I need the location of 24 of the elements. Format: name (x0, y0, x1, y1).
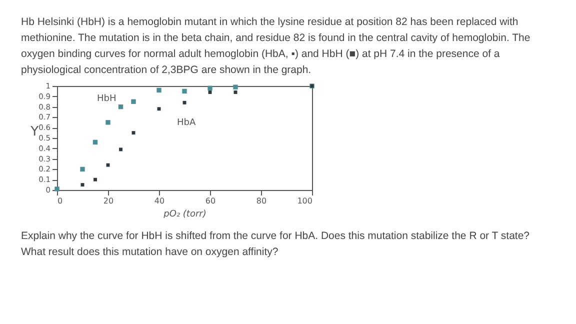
point (119, 148, 122, 152)
point (156, 88, 162, 93)
point (94, 178, 97, 182)
y-axis-title: Y (30, 124, 39, 140)
series-label: HbA (177, 118, 196, 128)
point (131, 99, 136, 104)
point (106, 120, 110, 125)
x-tick-label: 80 (256, 196, 267, 206)
chart-title: Hb Helsinki (HbH) is a hemoglobin mutant in which the lysine residue at position 82 has been replaced with methionine. The mutation is in the beta chain, and residue 82 is found in the central cavity of hemoglobin. The oxygen binding curves for normal adult hemoglobin (HbA, ▪) and HbH (■) at pH 7.4 in the presence of a physiological concentration of 2,3BPG are shown in the graph. (20, 15, 532, 78)
x-axis-title: pO₂ (torr) (162, 210, 206, 220)
point (118, 104, 124, 110)
point (182, 88, 187, 94)
x-tick-label: 100 (297, 196, 312, 206)
x-tick-label: 60 (205, 196, 216, 206)
text: Explain why the curve for HbH is shifted from the curve for HbA. Does this mutation stabilize the R or T state? What result does this mutation have on oxygen affinity? (20, 229, 531, 260)
point (233, 84, 238, 90)
x-tick-label: 40 (154, 196, 165, 206)
series-label: HbH (97, 94, 116, 104)
point (208, 86, 212, 90)
x-tick-label: 20 (103, 196, 114, 206)
point (54, 186, 60, 192)
x-tick-label: 0 (58, 196, 63, 206)
point (80, 166, 85, 172)
point (92, 140, 98, 145)
